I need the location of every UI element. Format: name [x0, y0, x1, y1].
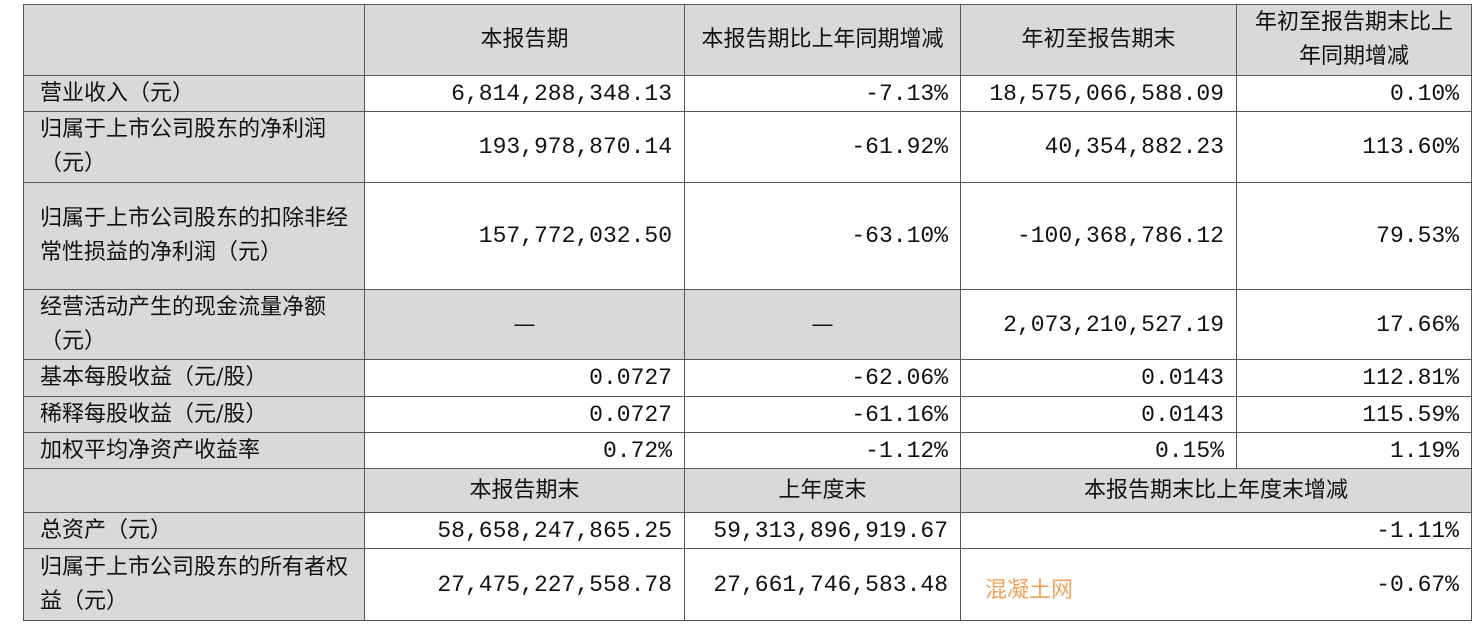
table-row: 归属于上市公司股东的扣除非经常性损益的净利润（元） 157,772,032.50… [23, 182, 1472, 290]
table-row: 归属于上市公司股东的净利润（元） 193,978,870.14 -61.92% … [23, 111, 1472, 183]
value-cell: — [684, 289, 961, 360]
header-cell [23, 4, 365, 76]
table-row: 营业收入（元） 6,814,288,348.13 -7.13% 18,575,0… [23, 75, 1472, 112]
table-row: 基本每股收益（元/股） 0.0727 -62.06% 0.0143 112.81… [23, 359, 1472, 397]
header-cell: 上年度末 [684, 468, 961, 513]
row-label: 经营活动产生的现金流量净额（元） [23, 289, 365, 360]
value-cell: — [364, 289, 685, 360]
value-cell: -100,368,786.12 [960, 182, 1237, 290]
value-cell: -61.16% [684, 396, 961, 433]
header-row: 本报告期末 上年度末 本报告期末比上年度末增减 [23, 468, 1472, 513]
header-cell: 年初至报告期末 [960, 4, 1237, 76]
value-cell: 27,475,227,558.78 [364, 548, 685, 621]
value-cell: 18,575,066,588.09 [960, 75, 1237, 112]
value-cell: 17.66% [1236, 289, 1472, 360]
header-row: 本报告期 本报告期比上年同期增减 年初至报告期末 年初至报告期末比上年同期增减 [23, 4, 1472, 76]
header-cell [23, 468, 365, 513]
row-label: 总资产（元） [23, 512, 365, 549]
header-cell: 本报告期末比上年度末增减 [960, 468, 1472, 513]
value-cell: 6,814,288,348.13 [364, 75, 685, 112]
value-cell: 0.10% [1236, 75, 1472, 112]
value-cell: 113.60% [1236, 111, 1472, 183]
value-cell: 1.19% [1236, 432, 1472, 469]
value-cell: 0.0727 [364, 396, 685, 433]
value-cell: 58,658,247,865.25 [364, 512, 685, 549]
value-cell: 0.15% [960, 432, 1237, 469]
value-cell: 0.72% [364, 432, 685, 469]
table-row: 归属于上市公司股东的所有者权益（元） 27,475,227,558.78 27,… [23, 548, 1472, 621]
value-cell: 0.0143 [960, 359, 1237, 397]
table-row: 加权平均净资产收益率 0.72% -1.12% 0.15% 1.19% [23, 432, 1472, 469]
row-label: 归属于上市公司股东的扣除非经常性损益的净利润（元） [23, 182, 365, 290]
table-row: 总资产（元） 58,658,247,865.25 59,313,896,919.… [23, 512, 1472, 549]
row-label: 加权平均净资产收益率 [23, 432, 365, 469]
financial-data-table: 本报告期 本报告期比上年同期增减 年初至报告期末 年初至报告期末比上年同期增减 … [23, 4, 1472, 621]
header-cell: 本报告期末 [364, 468, 685, 513]
value-cell: 0.0727 [364, 359, 685, 397]
row-label: 营业收入（元） [23, 75, 365, 112]
header-cell: 本报告期 [364, 4, 685, 76]
value-cell: 0.0143 [960, 396, 1237, 433]
row-label: 归属于上市公司股东的所有者权益（元） [23, 548, 365, 621]
table-row: 经营活动产生的现金流量净额（元） — — 2,073,210,527.19 17… [23, 289, 1472, 360]
value-cell: -63.10% [684, 182, 961, 290]
row-label: 归属于上市公司股东的净利润（元） [23, 111, 365, 183]
value-cell: 115.59% [1236, 396, 1472, 433]
value-cell: 157,772,032.50 [364, 182, 685, 290]
value-cell: 2,073,210,527.19 [960, 289, 1237, 360]
value-cell: -1.11% [960, 512, 1472, 549]
value-cell: -62.06% [684, 359, 961, 397]
row-label: 基本每股收益（元/股） [23, 359, 365, 397]
header-cell: 本报告期比上年同期增减 [684, 4, 961, 76]
value-cell: -1.12% [684, 432, 961, 469]
value-cell: -7.13% [684, 75, 961, 112]
row-label: 稀释每股收益（元/股） [23, 396, 365, 433]
header-cell: 年初至报告期末比上年同期增减 [1236, 4, 1472, 76]
value-cell: -61.92% [684, 111, 961, 183]
value-cell: 27,661,746,583.48 [684, 548, 961, 621]
value-cell: 193,978,870.14 [364, 111, 685, 183]
value-cell: 40,354,882.23 [960, 111, 1237, 183]
value-cell: -0.67% [960, 548, 1472, 621]
value-cell: 112.81% [1236, 359, 1472, 397]
table-row: 稀释每股收益（元/股） 0.0727 -61.16% 0.0143 115.59… [23, 396, 1472, 433]
value-cell: 79.53% [1236, 182, 1472, 290]
value-cell: 59,313,896,919.67 [684, 512, 961, 549]
